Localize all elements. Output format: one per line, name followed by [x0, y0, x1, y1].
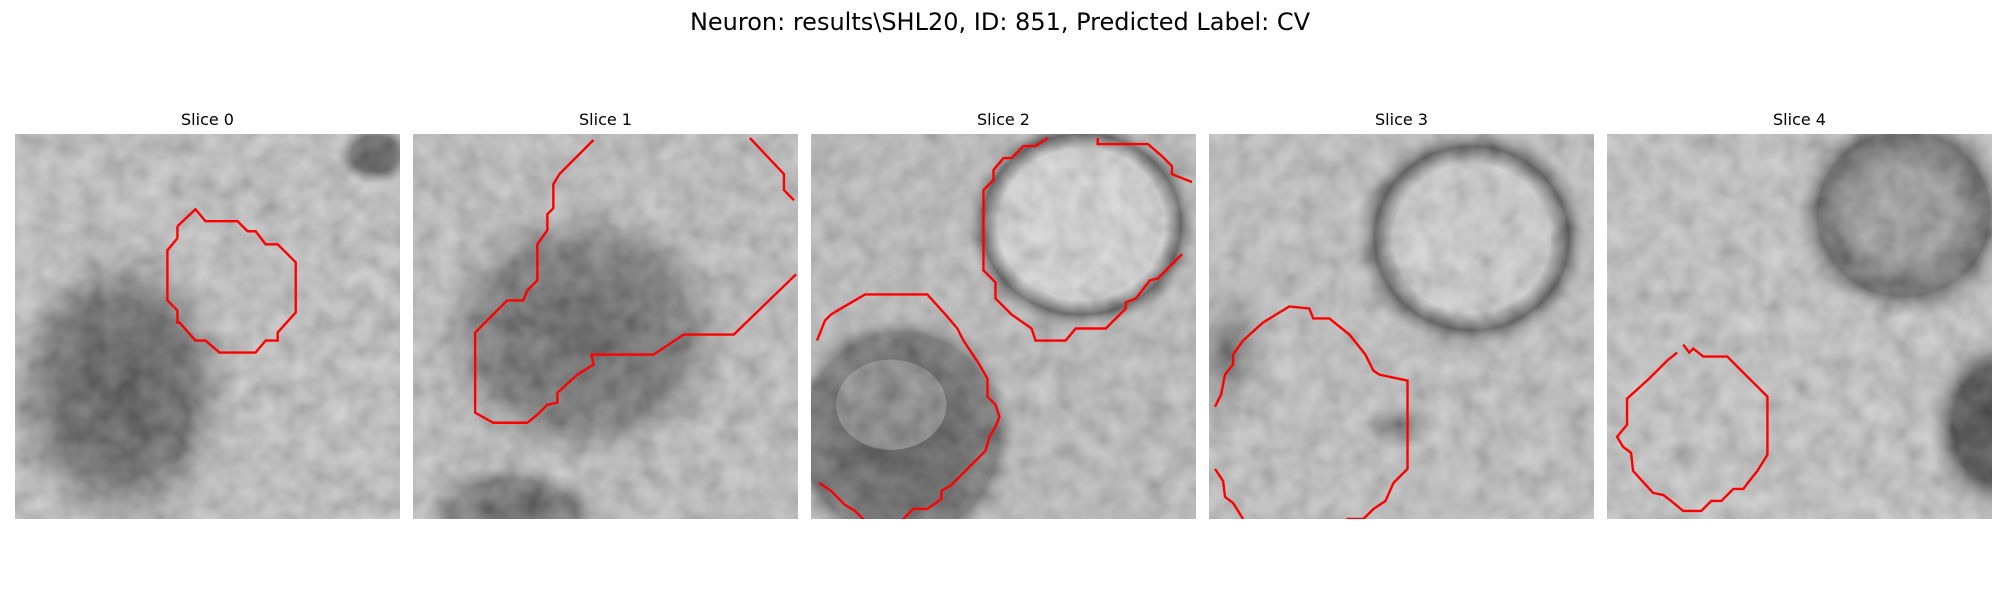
- slice-image: [1607, 134, 1992, 519]
- slice-panel-3: Slice 3: [1209, 108, 1594, 519]
- contour-line: [1214, 468, 1245, 519]
- contour-line: [749, 137, 795, 202]
- slice-panel-2: Slice 2: [811, 108, 1196, 519]
- slice-image: [413, 134, 798, 519]
- slice-title: Slice 1: [579, 110, 632, 129]
- contour-line: [166, 207, 297, 354]
- contour-line: [1615, 343, 1769, 513]
- slice-title: Slice 0: [181, 110, 234, 129]
- slice-title: Slice 2: [977, 110, 1030, 129]
- slice-image: [1209, 134, 1594, 519]
- figure-title: Neuron: results\SHL20, ID: 851, Predicte…: [689, 8, 1311, 36]
- slice-title: Slice 4: [1773, 110, 1826, 129]
- slice-panel-0: Slice 0: [15, 108, 400, 519]
- slice-image: [15, 134, 400, 519]
- slice-panel-1: Slice 1: [413, 108, 798, 519]
- contour-line: [982, 137, 1183, 342]
- contour-line: [815, 293, 1001, 519]
- contour-line: [473, 139, 797, 424]
- slice-image: [811, 134, 1196, 519]
- contour-line: [1213, 305, 1409, 519]
- slice-title: Slice 3: [1375, 110, 1428, 129]
- slice-panel-4: Slice 4: [1607, 108, 1992, 519]
- contour-line: [1096, 138, 1193, 184]
